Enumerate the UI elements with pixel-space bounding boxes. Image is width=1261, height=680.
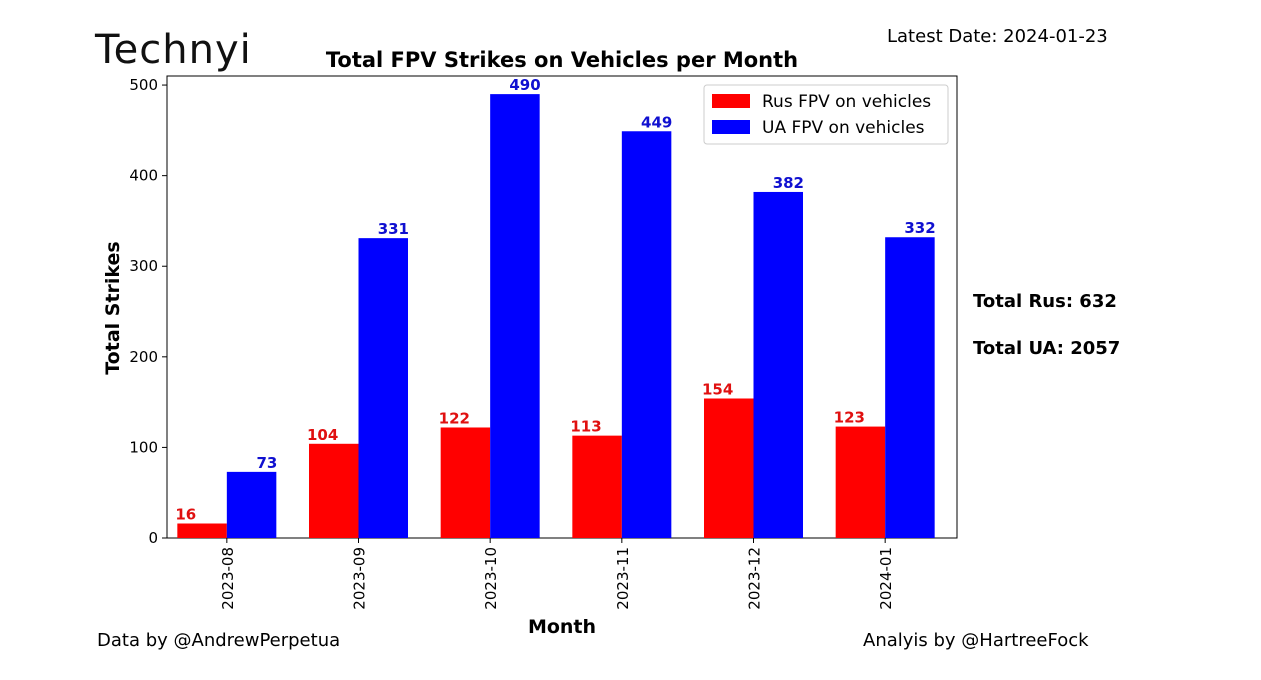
y-tick-label: 200: [129, 348, 158, 366]
bar-rus-2023-09: [309, 443, 359, 538]
data-label: 73: [256, 454, 277, 472]
x-tick-label: 2023-09: [351, 547, 369, 610]
x-axis-label: Month: [528, 616, 596, 638]
bar-rus-2023-12: [704, 398, 754, 538]
bar-ua-2023-09: [358, 238, 408, 538]
data-label: 332: [904, 219, 935, 237]
data-label: 16: [175, 506, 196, 524]
y-tick-label: 400: [129, 167, 158, 185]
bar-ua-2024-01: [885, 237, 935, 538]
y-tick-label: 0: [148, 529, 158, 547]
bar-rus-2023-11: [572, 435, 622, 538]
data-label: 331: [378, 220, 409, 238]
legend-entry: Rus FPV on vehicles: [762, 92, 931, 112]
y-axis-label: Total Strikes: [102, 241, 124, 375]
data-label: 123: [834, 409, 865, 427]
bar-ua-2023-12: [753, 191, 803, 538]
data-label: 113: [570, 418, 601, 436]
bar-ua-2023-11: [621, 131, 672, 538]
legend-swatch: [712, 120, 750, 134]
data-label: 104: [307, 426, 338, 444]
data-label: 154: [702, 380, 733, 398]
y-tick-label: 100: [129, 438, 158, 456]
y-tick-label: 500: [129, 76, 158, 94]
analysis-credit: Analyis by @HartreeFock: [863, 630, 1089, 651]
x-tick-label: 2023-10: [482, 547, 500, 610]
plot-frame: [166, 75, 958, 539]
x-tick-label: 2023-08: [219, 547, 237, 610]
data-label: 122: [439, 409, 470, 427]
bar-rus-2024-01: [835, 426, 886, 538]
bar-rus-2023-08: [177, 523, 227, 538]
technyi-logo: Technyi: [95, 26, 252, 74]
bar-ua-2023-08: [226, 471, 277, 538]
logo-text: Technyi: [95, 27, 252, 73]
data-credit: Data by @AndrewPerpetua: [97, 630, 341, 651]
x-tick-label: 2023-11: [614, 547, 632, 610]
x-tick-label: 2023-12: [746, 547, 764, 610]
plot-area: 0 100 200 300 400 500 16 104 122 113 154 123 73 331 49…: [129, 75, 958, 610]
legend-box: [703, 84, 949, 145]
logo-wordmark: Technyi: [95, 26, 252, 74]
y-tick-label: 300: [129, 257, 158, 275]
latest-date: Latest Date: 2024-01-23: [887, 26, 1108, 47]
legend-entry: UA FPV on vehicles: [762, 118, 925, 138]
chart-title: Total FPV Strikes on Vehicles per Month: [326, 48, 798, 72]
total-ua: Total UA: 2057: [973, 338, 1121, 359]
legend-swatch: [712, 94, 750, 108]
data-label: 449: [641, 113, 672, 131]
data-label: 382: [773, 174, 804, 192]
bar-ua-2023-10: [490, 94, 540, 538]
data-label: 490: [509, 76, 540, 94]
bar-rus-2023-10: [440, 427, 491, 538]
x-tick-label: 2024-01: [877, 547, 895, 610]
total-rus: Total Rus: 632: [973, 291, 1117, 312]
